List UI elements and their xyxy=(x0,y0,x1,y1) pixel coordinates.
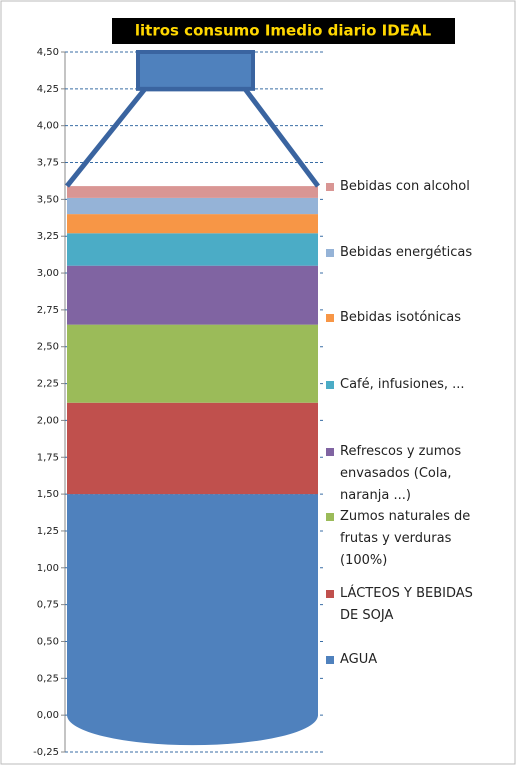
y-tick-label: 4,25 xyxy=(37,84,59,95)
legend-item: Bebidas isotónicas xyxy=(326,307,486,329)
legend-item: Refrescos y zumos envasados (Cola, naran… xyxy=(326,441,486,507)
y-tick-label: 1,00 xyxy=(37,563,59,574)
legend-label: Bebidas con alcohol xyxy=(340,176,470,198)
bar-segment xyxy=(67,266,318,325)
legend-label: Café, infusiones, ... xyxy=(340,374,465,396)
legend-label: Bebidas energéticas xyxy=(340,242,472,264)
y-tick-label: 1,75 xyxy=(37,452,59,463)
y-tick-label: 4,00 xyxy=(37,121,59,132)
y-tick-label: 4,50 xyxy=(37,47,59,58)
y-tick-label: 3,00 xyxy=(37,268,59,279)
legend-item: LÁCTEOS Y BEBIDAS DE SOJA xyxy=(326,583,486,627)
legend-label: LÁCTEOS Y BEBIDAS DE SOJA xyxy=(340,583,486,627)
bar-segment xyxy=(67,214,318,233)
y-tick-label: 0,50 xyxy=(37,636,59,647)
bar-segment xyxy=(67,233,318,265)
bar-segment xyxy=(67,198,318,214)
y-tick-label: 3,50 xyxy=(37,194,59,205)
legend-swatch xyxy=(326,381,334,389)
y-tick-label: 3,75 xyxy=(37,158,59,169)
legend-swatch xyxy=(326,249,334,257)
page: litros consumo Imedio diario IDEAL -0,25… xyxy=(0,0,516,765)
y-tick-label: 2,75 xyxy=(37,305,59,316)
y-tick-label: 0,75 xyxy=(37,600,59,611)
y-tick-label: 3,25 xyxy=(37,231,59,242)
legend-label: Zumos naturales de frutas y verduras (10… xyxy=(340,506,486,572)
y-tick-label: 1,50 xyxy=(37,489,59,500)
y-tick-label: 1,25 xyxy=(37,526,59,537)
y-tick-label: 2,50 xyxy=(37,342,59,353)
legend-item: Bebidas energéticas xyxy=(326,242,486,264)
y-tick-label: 2,25 xyxy=(37,379,59,390)
bar-segment xyxy=(67,325,318,403)
y-tick-label: -0,25 xyxy=(33,747,59,758)
bar-segment xyxy=(67,494,318,715)
bar-segment xyxy=(67,186,318,198)
y-tick-label: 0,00 xyxy=(37,710,59,721)
bar-segment xyxy=(67,403,318,494)
legend-swatch xyxy=(326,656,334,664)
legend-item: Bebidas con alcohol xyxy=(326,176,486,198)
legend-swatch xyxy=(326,183,334,191)
legend-label: Refrescos y zumos envasados (Cola, naran… xyxy=(340,441,486,507)
legend-swatch xyxy=(326,448,334,456)
legend-item: AGUA xyxy=(326,649,486,671)
bottle-cap xyxy=(138,52,253,89)
legend-item: Zumos naturales de frutas y verduras (10… xyxy=(326,506,486,572)
y-tick-label: 2,00 xyxy=(37,415,59,426)
legend-swatch xyxy=(326,513,334,521)
legend-swatch xyxy=(326,590,334,598)
legend-swatch xyxy=(326,314,334,322)
legend-label: AGUA xyxy=(340,649,377,671)
y-tick-label: 0,25 xyxy=(37,673,59,684)
legend-label: Bebidas isotónicas xyxy=(340,307,461,329)
chart-title: litros consumo Imedio diario IDEAL xyxy=(135,22,432,40)
legend-item: Café, infusiones, ... xyxy=(326,374,486,396)
